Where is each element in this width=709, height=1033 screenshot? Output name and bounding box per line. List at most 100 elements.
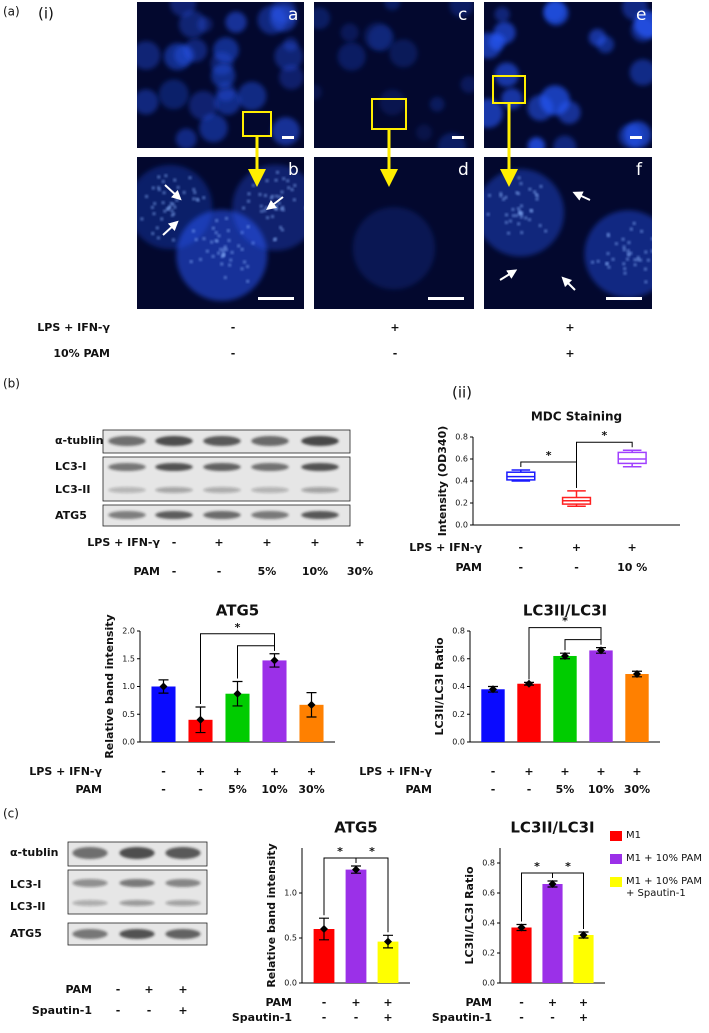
blot-label: LC3-II (10, 900, 46, 913)
mean-marker (633, 670, 641, 679)
legend-entry: M1 + 10% PAM + Spautin-1 (626, 876, 702, 899)
blot-band (72, 879, 108, 887)
mean-marker (561, 651, 569, 660)
puncta (660, 237, 663, 240)
treatment-sign: - (491, 783, 496, 796)
panel-label: (i) (38, 5, 54, 23)
significance-label: * (601, 429, 607, 442)
puncta (605, 262, 609, 265)
significance-label: * (546, 449, 552, 462)
puncta (176, 186, 180, 189)
treatment-sign: + (579, 996, 588, 1009)
treatment-sign: - (161, 783, 166, 796)
puncta (290, 188, 294, 191)
puncta (220, 262, 224, 266)
significance-bracket (200, 633, 275, 705)
puncta (192, 197, 196, 201)
legend-label: M1 + 10% PAM (626, 853, 702, 864)
puncta (243, 260, 246, 264)
puncta (486, 213, 490, 216)
puncta (258, 193, 262, 196)
cell (169, 2, 197, 17)
cell (314, 84, 322, 100)
blot-band (251, 463, 289, 471)
legend-entry: M1 + 10% PAM (626, 853, 702, 864)
cell (274, 42, 303, 71)
puncta (524, 216, 528, 220)
puncta (539, 185, 543, 188)
bar (377, 941, 399, 983)
puncta (650, 249, 652, 253)
y-tick-label: 0.6 (452, 654, 465, 663)
blot-label: α-tublin (10, 846, 58, 859)
puncta (644, 280, 648, 284)
blot-band (155, 487, 193, 493)
puncta (517, 192, 520, 195)
y-axis-label: LC3II/LC3I Ratio (463, 866, 476, 965)
treatment-sign: - (519, 1011, 524, 1024)
treatment-sign: + (355, 536, 364, 549)
treatment-label: Spautin-1 (232, 1011, 292, 1024)
blot-band (203, 511, 241, 519)
puncta (188, 176, 192, 180)
micrograph-letter: e (636, 5, 646, 25)
puncta (279, 226, 282, 229)
puncta (632, 222, 636, 225)
bar (313, 929, 335, 983)
blot-label: ATG5 (55, 509, 87, 522)
cell (543, 2, 565, 22)
cell (137, 89, 159, 115)
puncta (195, 197, 199, 201)
cell (389, 39, 418, 68)
puncta (530, 209, 533, 213)
treatment-sign: - (231, 321, 236, 334)
legend-swatch (610, 854, 622, 864)
y-axis-label: Intensity (OD340) (436, 426, 449, 537)
micrograph: d (314, 157, 474, 309)
y-tick-label: 0.4 (482, 919, 495, 928)
cell (624, 121, 652, 148)
treatment-sign: - (147, 1004, 152, 1017)
puncta (160, 217, 164, 221)
cell (279, 64, 304, 90)
scale-bar (258, 297, 294, 300)
cell (484, 98, 503, 128)
puncta (293, 184, 297, 187)
puncta (164, 174, 168, 177)
cell (211, 63, 236, 88)
cell (501, 88, 523, 110)
treatment-sign: + (383, 996, 392, 1009)
treatment-sign: - (198, 783, 203, 796)
pointer-arrow (164, 184, 182, 201)
puncta (224, 276, 227, 279)
significance-label: * (534, 860, 540, 873)
whisker (622, 449, 642, 468)
mean-marker (384, 937, 392, 946)
puncta (607, 234, 610, 238)
treatment-sign: + (628, 541, 637, 554)
mean-marker (548, 880, 557, 888)
puncta (636, 258, 640, 262)
y-axis-label: Relative band intensity (265, 843, 278, 987)
puncta (528, 218, 531, 221)
puncta (640, 230, 643, 233)
puncta (182, 191, 186, 194)
cell (137, 41, 161, 70)
blot-band (203, 487, 241, 493)
puncta (538, 224, 542, 227)
puncta (623, 271, 627, 275)
puncta (621, 237, 625, 241)
puncta (630, 227, 633, 231)
puncta (271, 215, 274, 218)
puncta (606, 252, 610, 255)
puncta (175, 198, 179, 202)
puncta (161, 201, 165, 204)
cell (199, 113, 228, 143)
puncta (273, 238, 276, 242)
puncta (211, 255, 215, 258)
treatment-sign: - (231, 347, 236, 360)
blot-band (155, 436, 193, 446)
cell (270, 4, 297, 32)
micrograph: a (137, 2, 304, 148)
mean-marker (579, 931, 588, 939)
